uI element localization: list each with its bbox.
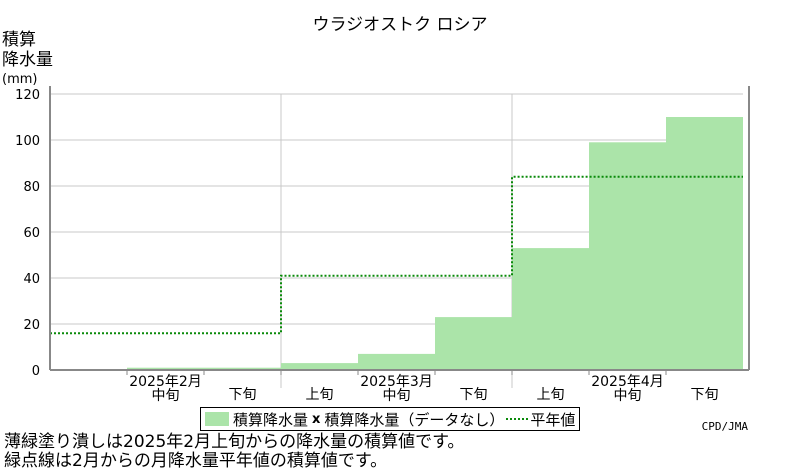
y-tick-label: 20 <box>23 318 40 333</box>
legend-normal-label: 平年値 <box>530 410 576 429</box>
y-tick-label: 120 <box>15 88 40 103</box>
y-tick-label: 0 <box>32 364 40 379</box>
month-label: 2025年4月 <box>591 374 664 390</box>
legend-normal-line <box>506 418 529 420</box>
precip-bar <box>204 367 281 370</box>
x-tick-label: 下旬 <box>691 387 719 403</box>
y-axis-label: 積算 降水量 (mm) <box>2 30 53 90</box>
y-axis-unit: (mm) <box>2 72 38 87</box>
credit: CPD/JMA <box>701 420 748 433</box>
legend-missing-marker: x <box>312 411 321 427</box>
x-tick-label: 中旬 <box>614 388 642 404</box>
x-tick-label: 上旬 <box>306 387 334 403</box>
y-tick-label: 40 <box>23 272 40 287</box>
chart-title: ウラジオストク ロシア <box>312 15 488 35</box>
precip-bar <box>127 367 204 370</box>
precip-bar <box>589 142 666 370</box>
axes <box>49 86 750 375</box>
month-label: 2025年3月 <box>360 374 433 390</box>
x-tick-label: 下旬 <box>460 387 488 403</box>
month-label: 2025年2月 <box>129 374 202 390</box>
normal-series <box>50 175 743 335</box>
accumulated-precip-series <box>127 117 743 370</box>
normal-step-line <box>50 175 743 335</box>
y-axis-label-line1: 積算 <box>2 30 36 50</box>
precip-bar <box>512 248 589 370</box>
legend-fill-swatch <box>205 412 229 426</box>
note-fill: 薄緑塗り潰しは2025年2月上旬からの降水量の積算値です。 <box>4 432 465 452</box>
y-axis-label-line2: 降水量 <box>2 50 53 70</box>
x-tick-label: 中旬 <box>152 388 180 404</box>
x-tick-label: 下旬 <box>229 387 257 403</box>
precip-bar <box>358 353 435 370</box>
precip-bar <box>666 117 743 370</box>
y-tick-label: 60 <box>23 226 40 241</box>
note-normal: 緑点線は2月からの月降水量平年値の積算値です。 <box>4 451 388 471</box>
x-tick-label: 上旬 <box>537 387 565 403</box>
x-tick-label: 中旬 <box>383 388 411 404</box>
precip-bar <box>281 363 358 370</box>
y-tick-label: 80 <box>23 180 40 195</box>
y-tick-label: 100 <box>15 134 40 149</box>
precip-bar <box>435 317 512 370</box>
legend-bar-label: 積算降水量 <box>233 410 309 429</box>
tick-labels: 0 20 40 60 80 100 120 中旬 下旬 上旬 中旬 下旬 上旬 中旬 下旬 2025年2月 20… <box>15 88 718 404</box>
legend-missing-label: 積算降水量（データなし） <box>324 410 505 429</box>
legend: 積算降水量 x 積算降水量（データなし） 平年値 <box>200 407 581 431</box>
